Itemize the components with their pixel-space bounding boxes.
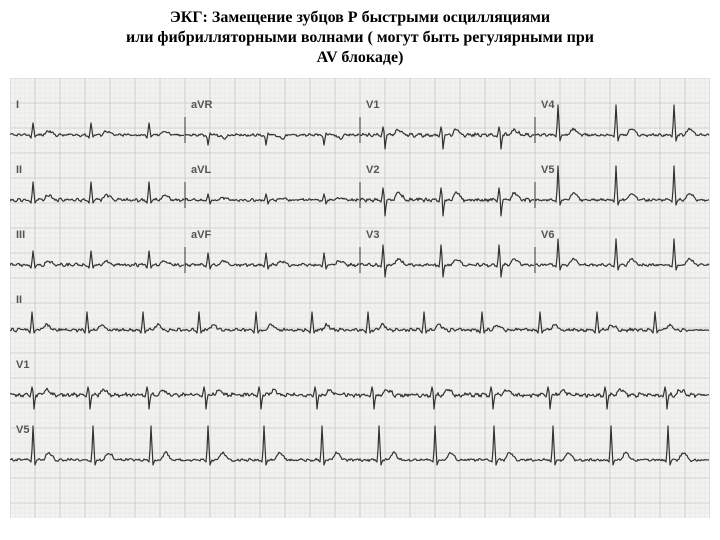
title-line-2: AV блокаде): [317, 49, 404, 66]
page-title: ЭКГ: Замещение зубцов Р быстрыми осцилля…: [0, 0, 720, 72]
lead-label-iii: III: [16, 229, 25, 241]
lead-label-v1: V1: [16, 359, 29, 371]
ecg-chart: IaVR V1 V4 II aVL V2 V5 III aVF V3 V6 II V1 V5: [10, 78, 710, 518]
lead-label-v4: V4: [541, 99, 554, 111]
lead-label-ii: II: [16, 294, 22, 306]
lead-label-v2: V2: [366, 164, 379, 176]
title-line-0: ЭКГ: Замещение зубцов Р быстрыми осцилля…: [170, 9, 550, 26]
ecg-svg: [10, 78, 710, 518]
lead-label-avl: aVL: [191, 164, 211, 176]
lead-label-v1: V1: [366, 99, 379, 111]
lead-label-avr: aVR: [191, 99, 212, 111]
lead-label-i: I: [16, 99, 19, 111]
lead-label-v5: V5: [541, 164, 554, 176]
lead-label-v6: V6: [541, 229, 554, 241]
lead-label-v3: V3: [366, 229, 379, 241]
lead-label-ii: II: [16, 164, 22, 176]
lead-label-avf: aVF: [191, 229, 211, 241]
lead-label-v5: V5: [16, 424, 29, 436]
title-line-1: или фибрилляторными волнами ( могут быть…: [126, 29, 594, 46]
